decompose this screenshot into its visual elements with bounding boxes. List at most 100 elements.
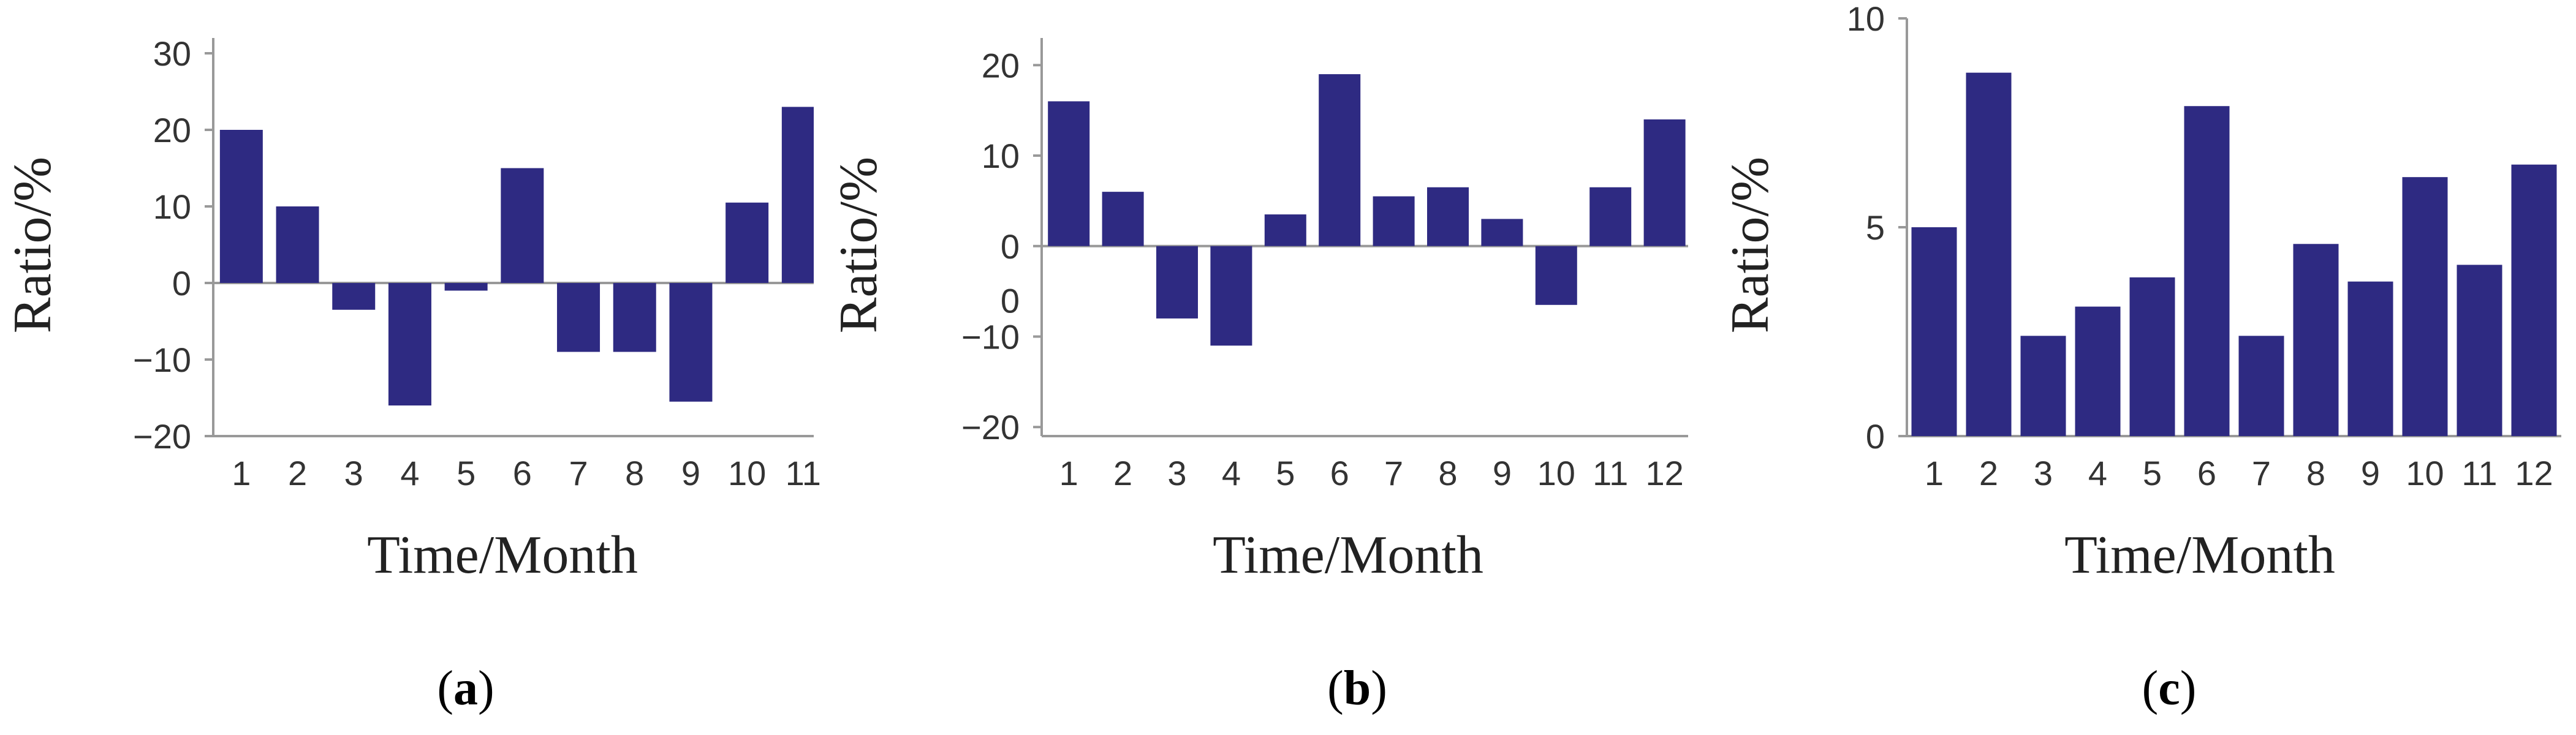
x-tick-label: 10: [1537, 454, 1575, 492]
y-tick-label: −20: [133, 417, 191, 456]
x-tick-label: 8: [625, 454, 644, 492]
bar-month-11: [1589, 187, 1632, 246]
x-tick-label: 2: [1979, 454, 1998, 492]
x-tick-label: 1: [1925, 454, 1944, 492]
bar-month-6: [501, 168, 544, 283]
y-tick-label: 10: [982, 137, 1020, 175]
y-axis-title: Ratio/%: [1721, 157, 1780, 333]
x-tick-label: 11: [1593, 454, 1628, 492]
x-tick-label: 4: [2088, 454, 2107, 492]
bar-month-11: [2457, 265, 2502, 436]
x-tick-label: 1: [1059, 454, 1078, 492]
y-tick-label: 20: [153, 111, 191, 149]
x-tick-label: 10: [728, 454, 766, 492]
y-tick-label: −10: [961, 318, 1020, 356]
y-tick-label: 20: [982, 46, 1020, 85]
bar-month-1: [219, 130, 263, 283]
bar-month-12: [2511, 164, 2557, 436]
panel-label-open-paren: (: [437, 662, 453, 715]
bar-month-5: [444, 283, 488, 291]
x-tick-label: 12: [1645, 454, 1683, 492]
x-tick-label: 7: [2252, 454, 2271, 492]
x-tick-label: 1: [232, 454, 251, 492]
x-tick-label: 3: [344, 454, 363, 492]
x-tick-label: 5: [2143, 454, 2162, 492]
bar-month-7: [557, 283, 600, 352]
panel-label-open-paren: (: [1327, 662, 1344, 715]
y-axis-title: Ratio/%: [3, 157, 63, 333]
x-tick-label: 3: [2034, 454, 2053, 492]
panel-label: (a): [437, 662, 494, 715]
x-tick-label: 7: [1384, 454, 1403, 492]
x-tick-label: 8: [2306, 454, 2325, 492]
x-tick-label: 2: [1113, 454, 1132, 492]
y-tick-label: 5: [1866, 208, 1885, 247]
x-tick-label: 3: [1167, 454, 1186, 492]
y-tick-label: 10: [153, 187, 191, 226]
x-tick-label: 9: [1493, 454, 1512, 492]
x-tick-label: 4: [1222, 454, 1241, 492]
panel-label-letter: a: [453, 662, 478, 715]
y-tick-label: 0: [1866, 417, 1885, 456]
bar-month-12: [1643, 119, 1686, 246]
x-tick-label: 5: [1276, 454, 1295, 492]
bar-month-8: [613, 283, 656, 352]
bar-month-9: [2347, 281, 2393, 436]
bar-month-3: [332, 283, 376, 310]
bar-month-7: [2238, 336, 2284, 436]
y-tick-label: 10: [1847, 0, 1885, 38]
panel-label: (b): [1327, 662, 1387, 715]
bar-month-1: [1911, 227, 1957, 436]
x-axis-title: Time/Month: [2064, 526, 2335, 585]
x-tick-label: 6: [2197, 454, 2216, 492]
x-tick-label: 6: [513, 454, 532, 492]
bar-month-7: [1373, 196, 1415, 246]
y-tick-label: −20: [961, 408, 1020, 447]
bar-month-10: [1535, 246, 1577, 305]
panel-label-close-paren: ): [1371, 662, 1387, 715]
panel-label-close-paren: ): [478, 662, 494, 715]
x-tick-label: 8: [1438, 454, 1457, 492]
x-tick-label: 4: [400, 454, 419, 492]
bar-month-10: [725, 202, 769, 283]
chart-panel-a: −20 −10 0 10 20 30 1 2 3 4 5 6 7 8 9 10 11 Ratio/% Time/Mo…: [3, 34, 821, 715]
panel-label-open-paren: (: [2142, 662, 2159, 715]
x-tick-label: 9: [2361, 454, 2380, 492]
x-tick-label: 10: [2406, 454, 2444, 492]
bar-month-11: [781, 107, 814, 283]
y-tick-label: 0: [1001, 281, 1020, 320]
bar-month-4: [1210, 246, 1252, 346]
bar-month-1: [1048, 101, 1090, 246]
panel-label-letter: c: [2158, 662, 2180, 715]
bar-month-6: [2184, 106, 2230, 437]
y-tick-label: 0: [172, 264, 191, 303]
y-tick-label: 30: [153, 34, 191, 73]
bar-month-2: [1966, 72, 2012, 436]
x-tick-label: 11: [2461, 454, 2497, 492]
panel-label: (c): [2142, 662, 2197, 715]
panel-label-letter: b: [1344, 662, 1371, 715]
x-tick-label: 6: [1330, 454, 1349, 492]
bar-month-4: [2075, 306, 2121, 436]
bar-month-4: [388, 283, 431, 405]
bar-month-10: [2402, 177, 2448, 436]
bar-month-9: [669, 283, 713, 402]
bar-month-5: [2129, 277, 2175, 436]
x-tick-label: 12: [2515, 454, 2553, 492]
x-axis-title: Time/Month: [367, 526, 638, 585]
x-tick-label: 7: [569, 454, 588, 492]
y-tick-label: −10: [133, 341, 191, 379]
bar-month-9: [1481, 219, 1523, 246]
bar-month-6: [1319, 74, 1361, 246]
y-axis-title: Ratio/%: [829, 157, 888, 333]
panel-label-close-paren: ): [2180, 662, 2197, 715]
bar-month-3: [1156, 246, 1198, 318]
x-tick-label: 2: [288, 454, 307, 492]
bar-month-3: [2020, 336, 2066, 436]
bar-month-2: [276, 206, 319, 283]
y-tick-label: 0: [1001, 227, 1020, 266]
x-tick-label: 5: [456, 454, 475, 492]
